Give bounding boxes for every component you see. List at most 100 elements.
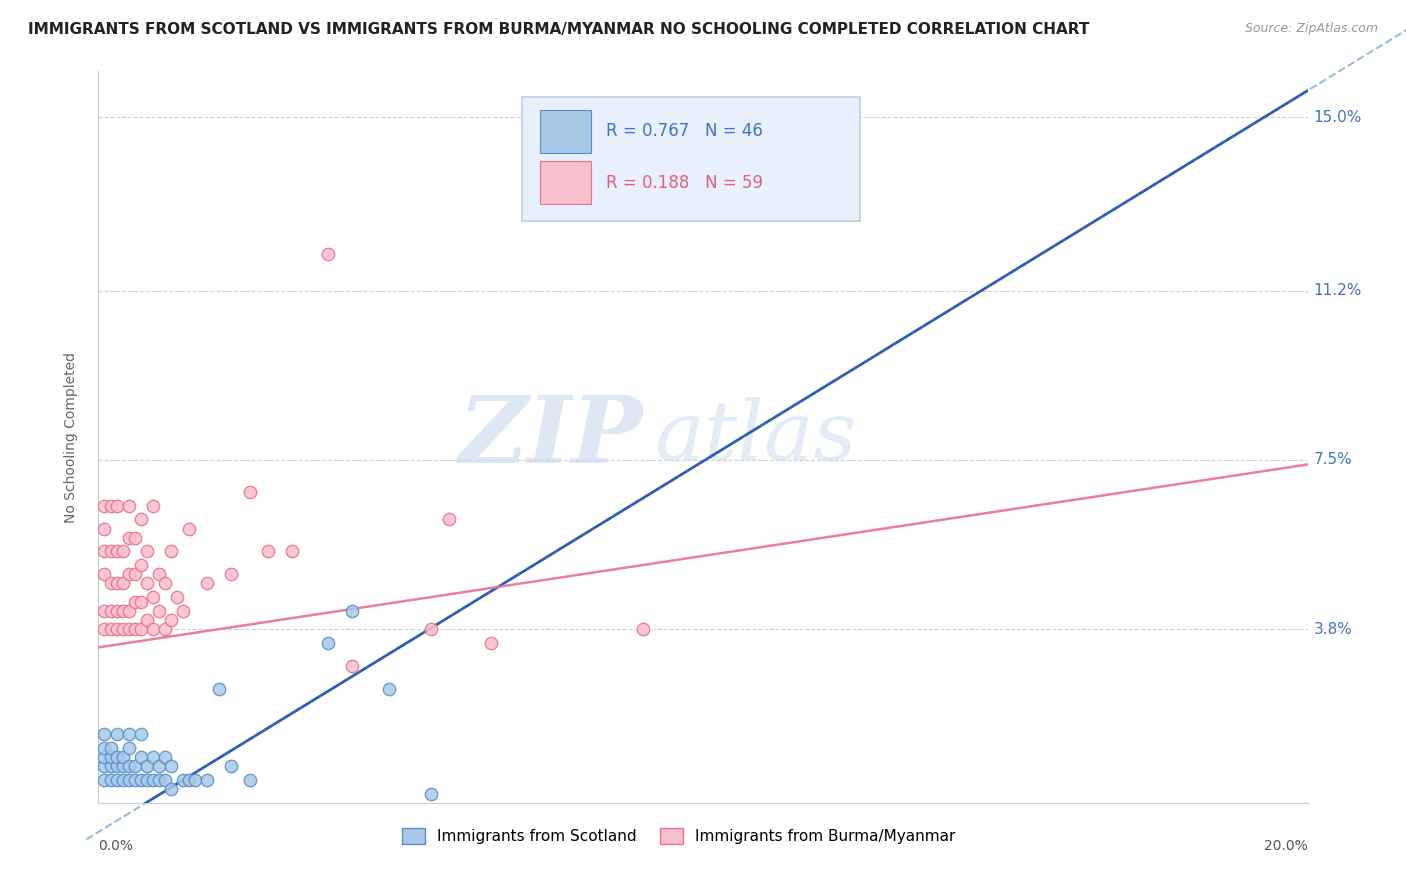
Point	[195, 772, 218, 787]
Point	[148, 759, 170, 773]
Point	[93, 740, 115, 755]
Point	[160, 544, 183, 558]
Point	[239, 485, 262, 500]
Point	[93, 544, 115, 558]
Point	[100, 544, 122, 558]
Point	[160, 613, 183, 627]
Point	[93, 727, 115, 741]
Text: 3.8%: 3.8%	[1313, 622, 1353, 637]
Point	[195, 576, 218, 591]
Point	[129, 595, 152, 609]
Point	[105, 576, 128, 591]
Point	[111, 622, 134, 636]
Point	[179, 772, 201, 787]
Point	[135, 576, 157, 591]
Text: ZIP: ZIP	[458, 392, 643, 482]
Point	[129, 622, 152, 636]
Point	[420, 787, 443, 801]
Point	[111, 544, 134, 558]
Point	[129, 750, 152, 764]
Point	[166, 590, 188, 604]
Point	[118, 759, 141, 773]
Point	[93, 750, 115, 764]
Point	[342, 658, 364, 673]
Point	[631, 622, 654, 636]
Point	[148, 567, 170, 582]
Point	[172, 772, 194, 787]
Point	[129, 772, 152, 787]
Point	[135, 759, 157, 773]
Point	[105, 544, 128, 558]
Point	[111, 759, 134, 773]
Point	[179, 521, 201, 535]
Point	[100, 750, 122, 764]
FancyBboxPatch shape	[522, 97, 860, 221]
Point	[105, 604, 128, 618]
Point	[148, 604, 170, 618]
Point	[118, 740, 141, 755]
Point	[111, 576, 134, 591]
Point	[135, 613, 157, 627]
Point	[142, 590, 165, 604]
Point	[100, 740, 122, 755]
Point	[142, 622, 165, 636]
Point	[153, 622, 176, 636]
Point	[111, 750, 134, 764]
Point	[118, 499, 141, 513]
Point	[105, 759, 128, 773]
Point	[100, 622, 122, 636]
Point	[118, 727, 141, 741]
Point	[148, 772, 170, 787]
Point	[221, 759, 243, 773]
Point	[93, 521, 115, 535]
Point	[239, 772, 262, 787]
Point	[111, 772, 134, 787]
Point	[172, 604, 194, 618]
Point	[100, 576, 122, 591]
Point	[93, 622, 115, 636]
Point	[160, 759, 183, 773]
Point	[118, 622, 141, 636]
Point	[100, 759, 122, 773]
Point	[118, 531, 141, 545]
Point	[118, 604, 141, 618]
Point	[316, 636, 339, 650]
Point	[100, 499, 122, 513]
Text: 11.2%: 11.2%	[1313, 284, 1362, 298]
Point	[135, 544, 157, 558]
Text: R = 0.188   N = 59: R = 0.188 N = 59	[606, 174, 763, 192]
Point	[153, 772, 176, 787]
Point	[221, 567, 243, 582]
Point	[105, 750, 128, 764]
Text: IMMIGRANTS FROM SCOTLAND VS IMMIGRANTS FROM BURMA/MYANMAR NO SCHOOLING COMPLETED: IMMIGRANTS FROM SCOTLAND VS IMMIGRANTS F…	[28, 22, 1090, 37]
Point	[142, 772, 165, 787]
FancyBboxPatch shape	[540, 161, 591, 204]
Point	[135, 772, 157, 787]
Point	[124, 759, 146, 773]
Point	[153, 576, 176, 591]
Point	[93, 759, 115, 773]
Point	[105, 772, 128, 787]
Point	[142, 499, 165, 513]
Point	[93, 772, 115, 787]
Point	[142, 750, 165, 764]
Point	[256, 544, 278, 558]
Point	[93, 567, 115, 582]
Point	[118, 772, 141, 787]
Point	[129, 558, 152, 573]
Point	[481, 636, 503, 650]
Text: R = 0.767   N = 46: R = 0.767 N = 46	[606, 122, 763, 140]
Point	[105, 622, 128, 636]
Point	[342, 604, 364, 618]
Point	[124, 622, 146, 636]
Text: 15.0%: 15.0%	[1313, 110, 1362, 125]
Point	[111, 604, 134, 618]
Legend: Immigrants from Scotland, Immigrants from Burma/Myanmar: Immigrants from Scotland, Immigrants fro…	[396, 822, 962, 850]
Point	[160, 782, 183, 797]
Point	[105, 727, 128, 741]
Point	[93, 499, 115, 513]
Point	[420, 622, 443, 636]
Point	[316, 247, 339, 261]
Point	[129, 512, 152, 526]
Point	[377, 681, 399, 696]
